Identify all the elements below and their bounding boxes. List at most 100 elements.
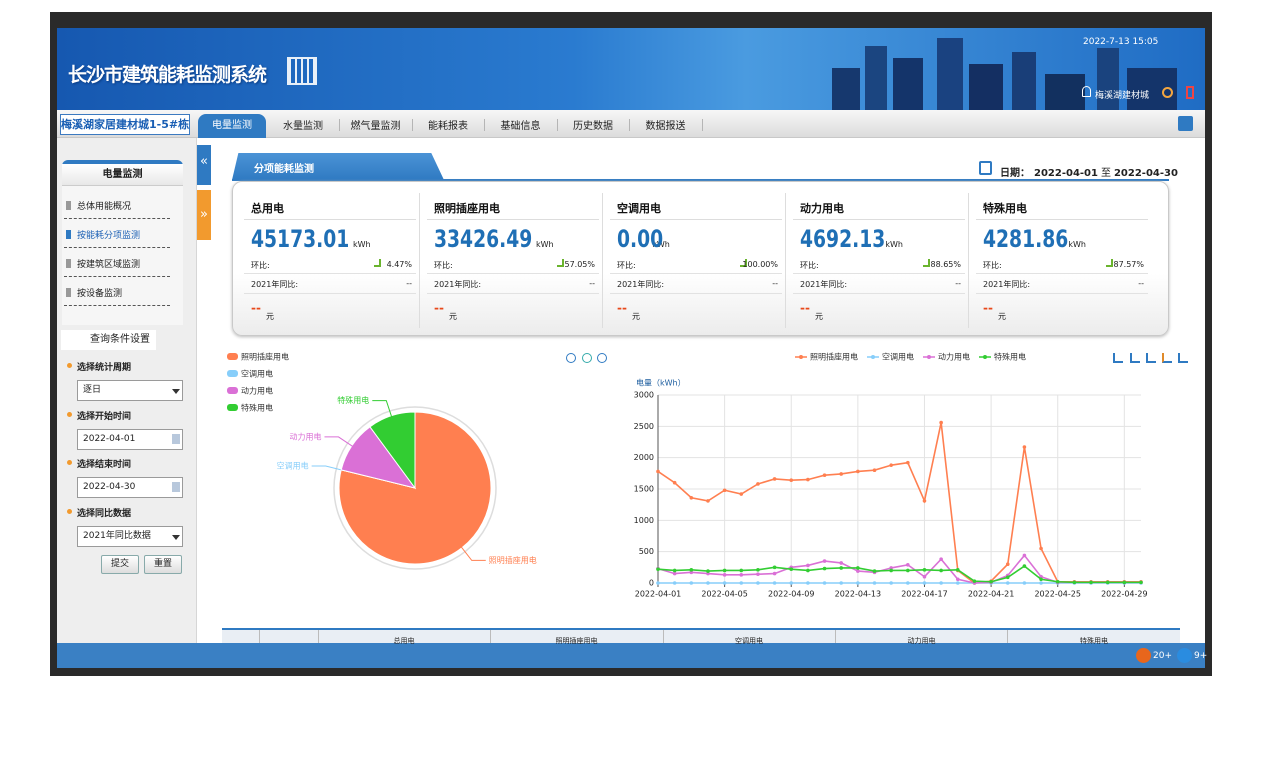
card-value: 33426.49 (434, 225, 533, 253)
nav-separator (629, 119, 630, 131)
menu-item[interactable]: 按建筑区域监测 (77, 260, 141, 270)
menu-item-active[interactable]: 按能耗分项监测 (77, 231, 141, 241)
skyline (832, 68, 860, 110)
date-start: 2022-04-01 (1034, 168, 1098, 179)
field-bullet (67, 363, 72, 368)
menu-item[interactable]: 总体用能概况 (77, 202, 132, 212)
user-icon (1082, 86, 1091, 97)
nav-tab[interactable]: 基础信息 (500, 121, 541, 132)
settings-icon[interactable] (1162, 87, 1173, 98)
taskbar-icon[interactable] (1136, 648, 1151, 663)
card-divider (968, 193, 969, 328)
summary-panel (232, 181, 1169, 336)
mom-value: 88.65% (930, 260, 961, 269)
line-tool[interactable] (1178, 353, 1188, 363)
pie-tool[interactable] (597, 353, 607, 363)
datetime: 2022-7-13 15:05 (1083, 37, 1159, 47)
yoy-label: 2021年同比: (251, 280, 299, 289)
nav-separator (339, 119, 340, 131)
card-value: 4692.13 (800, 225, 886, 253)
menu-divider (64, 218, 170, 219)
yoy-value: -- (1138, 279, 1144, 288)
table-header (222, 628, 1180, 643)
row-line (427, 293, 599, 294)
section-underline (232, 179, 1169, 181)
nav-tab[interactable]: 能耗报表 (428, 121, 468, 132)
cost-value: -- (983, 301, 993, 315)
table-header-cell: 动力用电 (907, 637, 936, 645)
line-tool[interactable] (1113, 353, 1123, 363)
row-line (244, 273, 416, 274)
nav-separator (701, 119, 703, 131)
date-range: 日期： 2022-04-01 至 2022-04-30 (1000, 164, 1178, 179)
yoy-value: -- (955, 279, 961, 288)
table-header-cell: 特殊用电 (1080, 637, 1108, 645)
building-name[interactable]: 梅溪湖家居建材城1-5#栋 (60, 114, 190, 135)
cost-unit: 元 (815, 312, 823, 321)
card-divider (785, 193, 786, 328)
line-tool[interactable] (1162, 353, 1172, 363)
nav-tab[interactable]: 燃气量监测 (350, 121, 401, 132)
user-name: 梅溪湖建材城 (1095, 91, 1150, 101)
card-unit: kWh (1068, 240, 1086, 249)
table-col-line (663, 630, 664, 643)
date-input[interactable]: 2022-04-30 (77, 477, 183, 498)
title-logo (287, 57, 317, 85)
menu-item[interactable]: 按设备监测 (77, 289, 123, 299)
mom-label: 环比: (251, 261, 270, 270)
pie-tool[interactable] (582, 353, 592, 363)
card-value-row: 0.00kWh (617, 225, 670, 253)
card-value-row: 33426.49 kWh (434, 225, 554, 253)
yoy-label: 2021年同比: (983, 280, 1031, 289)
card-unit: kWh (652, 240, 670, 249)
cost-value: -- (617, 301, 627, 315)
field-bullet (67, 460, 72, 465)
mom-arrow (923, 259, 930, 267)
line-tool[interactable] (1146, 353, 1156, 363)
expand-panel[interactable]: » (197, 190, 211, 240)
collapse-sidebar[interactable]: « (197, 145, 211, 185)
row-line (610, 273, 782, 274)
nav-tab[interactable]: 数据报送 (645, 121, 686, 132)
nav-tab[interactable]: 历史数据 (573, 121, 613, 132)
calendar-icon (979, 161, 992, 175)
taskbar-icon[interactable] (1177, 648, 1192, 663)
cost-value: -- (251, 301, 261, 315)
table-col-line (490, 630, 491, 643)
button[interactable]: 提交 (101, 555, 139, 574)
pie-tool[interactable] (566, 353, 576, 363)
button[interactable]: 重置 (144, 555, 182, 574)
header-banner (57, 28, 1205, 110)
table-col-line (318, 630, 319, 643)
skyline (1045, 74, 1085, 110)
select-box[interactable]: 逐日 (77, 380, 183, 401)
mom-label: 环比: (617, 261, 636, 270)
card-unit: kWh (536, 240, 554, 249)
skyline (1097, 48, 1119, 110)
mom-arrow (557, 259, 564, 267)
nav-tab-active[interactable]: 电量监测 (198, 114, 266, 138)
select-box[interactable]: 2021年同比数据 (77, 525, 183, 547)
table-header-cell: 空调用电 (735, 637, 763, 645)
card-value-row: 4692.13kWh (800, 225, 903, 253)
card-header-line (244, 219, 416, 220)
query-title: 查询条件设置 (61, 330, 156, 350)
taskbar (57, 643, 1205, 668)
cost-value: -- (800, 301, 810, 315)
line-tool[interactable] (1130, 353, 1140, 363)
collapse-nav[interactable] (1178, 116, 1193, 131)
logout-icon[interactable] (1186, 86, 1194, 99)
field-label: 选择统计周期 (77, 363, 132, 373)
nav-separator (411, 119, 413, 131)
card-divider (602, 193, 603, 328)
row-line (793, 273, 965, 274)
nav-tab[interactable]: 水量监测 (283, 121, 323, 132)
calendar-icon (172, 433, 180, 444)
date-input[interactable]: 2022-04-01 (77, 428, 183, 450)
mom-arrow (740, 259, 747, 267)
card-value-row: 45173.01 kWh (251, 225, 371, 253)
row-line (976, 273, 1148, 274)
date-end: 2022-04-30 (1113, 168, 1178, 179)
table-header-cell: 总用电 (393, 637, 415, 645)
